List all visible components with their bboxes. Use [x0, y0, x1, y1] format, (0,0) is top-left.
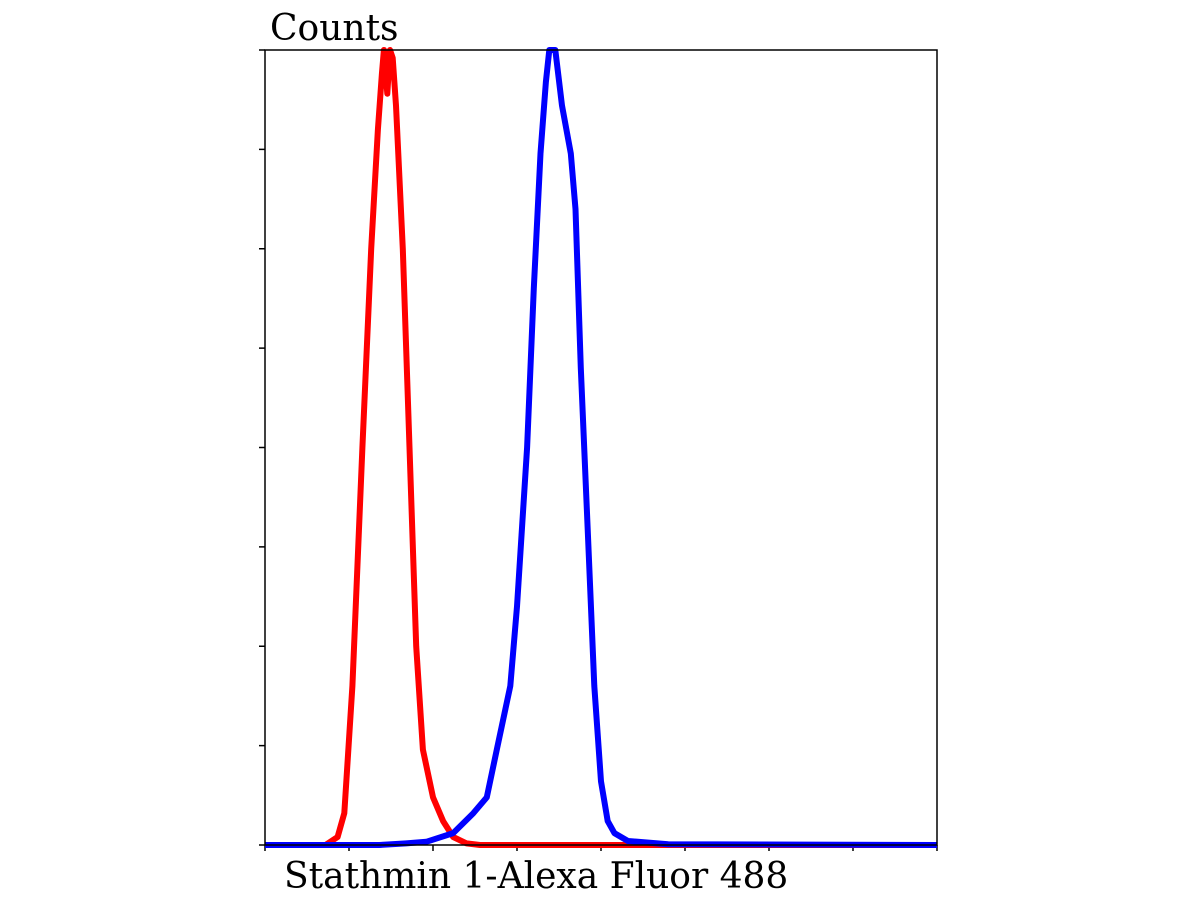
- series-line-2: [265, 47, 938, 848]
- series-line-1: [265, 47, 937, 848]
- plot-frame: [264, 49, 938, 846]
- x-axis-title: Stathmin 1-Alexa Fluor 488: [284, 856, 788, 897]
- series-layer: [265, 47, 938, 848]
- y-axis-title: Counts: [270, 8, 399, 49]
- y-axis-ticks: [259, 49, 265, 846]
